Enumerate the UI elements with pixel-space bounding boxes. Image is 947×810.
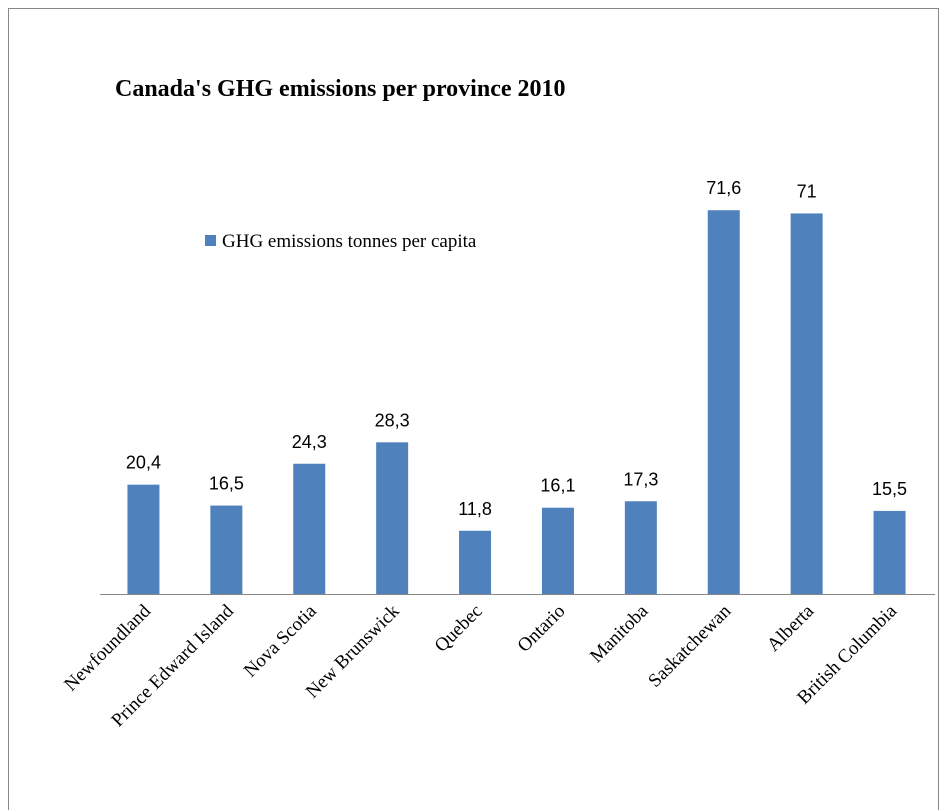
bar: [459, 530, 492, 594]
x-tick-label: Manitoba: [586, 600, 653, 667]
x-tick-label: Saskatchewan: [644, 600, 735, 691]
data-label: 16,5: [209, 474, 244, 494]
x-tick-label: Nova Scotia: [240, 600, 321, 681]
bar: [127, 484, 160, 594]
legend-label: GHG emissions tonnes per capita: [222, 231, 477, 252]
bar: [790, 213, 823, 594]
bar: [293, 463, 326, 594]
data-label: 71: [797, 181, 817, 201]
bar: [707, 210, 740, 594]
x-tick-label: Ontario: [514, 601, 570, 657]
chart-title: Canada's GHG emissions per province 2010: [115, 76, 566, 102]
chart-border: [8, 8, 939, 810]
bar: [376, 442, 409, 594]
bar: [210, 505, 243, 594]
legend-swatch: [205, 235, 216, 246]
x-tick-label: Alberta: [763, 600, 819, 656]
data-label: 16,1: [540, 476, 575, 496]
data-label: 15,5: [872, 479, 907, 499]
data-label: 11,8: [458, 499, 492, 519]
x-tick-label: Newfoundland: [60, 600, 155, 695]
data-label: 20,4: [126, 453, 161, 473]
bar: [624, 501, 657, 594]
data-label: 71,6: [706, 178, 741, 198]
data-label: 17,3: [623, 469, 658, 489]
bar: [873, 510, 906, 594]
data-label: 24,3: [292, 432, 327, 452]
data-label: 28,3: [375, 410, 410, 430]
x-tick-label: Quebec: [431, 601, 487, 657]
bar: [541, 507, 574, 594]
